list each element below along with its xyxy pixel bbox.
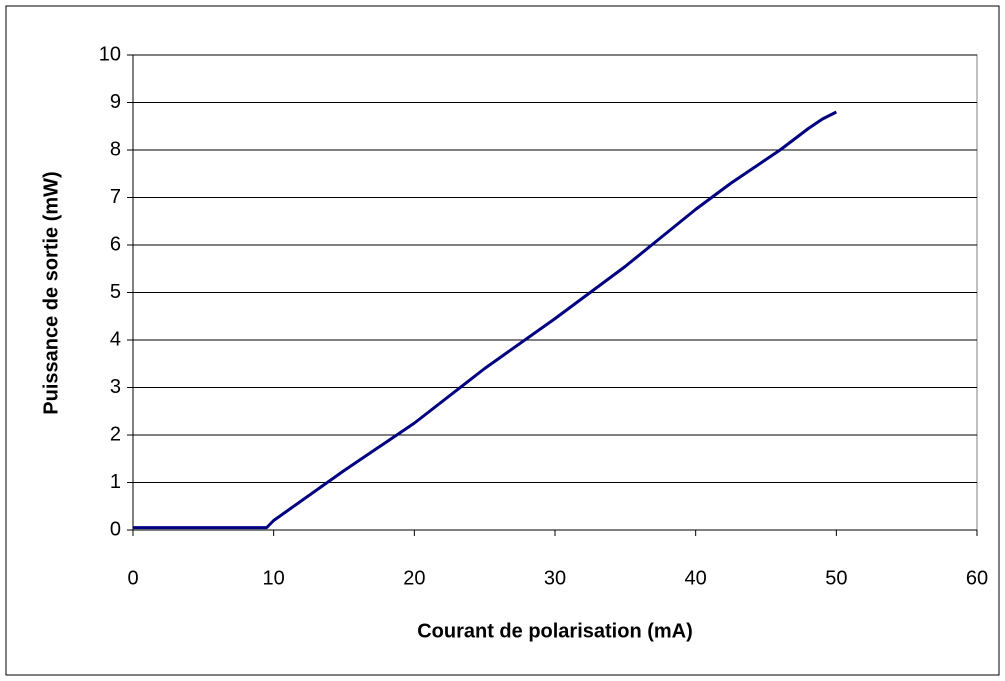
- y-axis-title: Puissance de sortie (mW): [40, 171, 62, 414]
- y-tick-label: 0: [110, 518, 121, 540]
- y-tick-label: 7: [110, 186, 121, 208]
- y-tick-label: 4: [110, 328, 121, 350]
- data-line: [133, 110, 838, 530]
- x-tick-label: 40: [685, 567, 707, 589]
- x-tick-label: 30: [544, 567, 566, 589]
- y-tick-label: 1: [110, 471, 121, 493]
- y-tick-label: 8: [110, 138, 121, 160]
- y-tick-label: 2: [110, 423, 121, 445]
- y-tick-label: 10: [99, 43, 121, 65]
- x-tick-label: 10: [263, 567, 285, 589]
- x-tick-label: 20: [403, 567, 425, 589]
- y-tick-label: 5: [110, 281, 121, 303]
- x-axis-title: Courant de polarisation (mA): [417, 620, 693, 642]
- x-tick-label: 50: [825, 567, 847, 589]
- y-tick-label: 9: [110, 91, 121, 113]
- x-tick-label: 0: [127, 567, 138, 589]
- x-tick-label: 60: [966, 567, 988, 589]
- y-tick-label: 6: [110, 233, 121, 255]
- y-tick-label: 3: [110, 376, 121, 398]
